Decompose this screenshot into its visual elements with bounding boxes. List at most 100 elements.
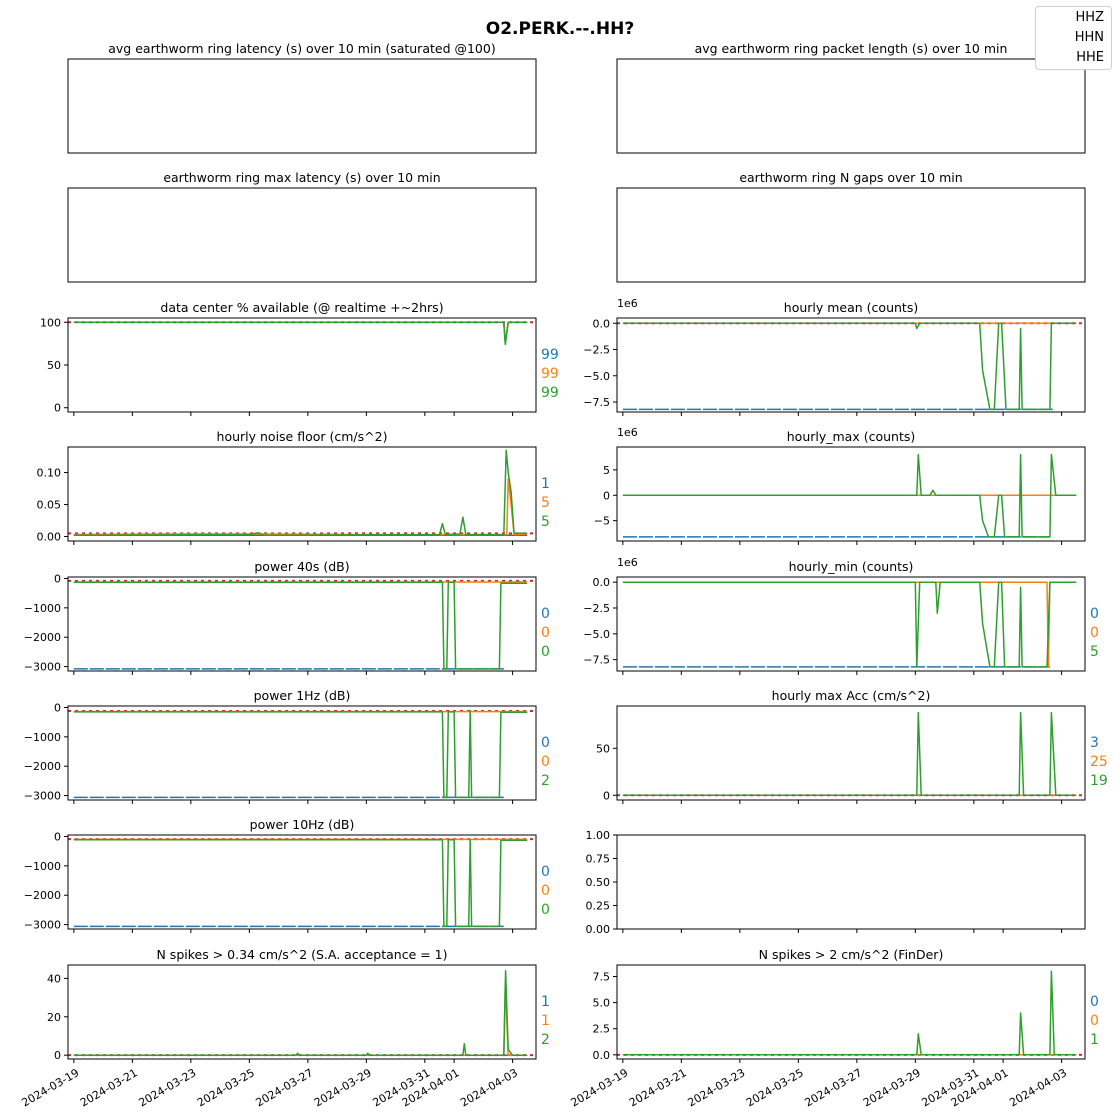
series-hhn [622, 581, 1077, 668]
y-tick-label: −2000 [24, 631, 61, 644]
y-tick-label: −1000 [24, 731, 61, 744]
series-hhe [622, 581, 1077, 668]
plot-area [622, 581, 1077, 668]
series-hhz [73, 321, 528, 345]
axes-frame [616, 834, 1086, 930]
series-hhn [73, 981, 528, 1056]
y-tick-label: 0.50 [586, 876, 611, 889]
plot-area [68, 321, 536, 346]
y-tick-label: 5.0 [593, 997, 611, 1010]
x-tick-label: 2024-03-25 [195, 1066, 257, 1109]
subplot-title: hourly_max (counts) [787, 429, 916, 444]
y-tick-label: −5 [594, 515, 610, 528]
y-tick-label: 0.0 [593, 1049, 611, 1062]
x-tick-label: 2024-03-21 [78, 1066, 140, 1109]
side-value-hhe: 2 [541, 773, 550, 789]
y-tick-label: 0.0 [593, 576, 611, 589]
legend-entry-hhn: HHN [1074, 30, 1104, 45]
subplot-title: power 1Hz (dB) [254, 688, 351, 703]
x-tick-label: 2024-04-03 [458, 1066, 520, 1109]
y-exponent: 1e6 [617, 297, 638, 310]
subplot-title: power 40s (dB) [254, 559, 349, 574]
legend-entry-hhe: HHE [1076, 50, 1104, 65]
side-value-hhn: 0 [541, 883, 550, 899]
side-value-hhz: 3 [1090, 735, 1099, 751]
y-tick-label: −1000 [24, 860, 61, 873]
side-value-hhn: 0 [541, 625, 550, 641]
subplot-title: N spikes > 2 cm/s^2 (FinDer) [759, 947, 944, 962]
series-hhe [622, 322, 1077, 411]
y-tick-label: −2000 [24, 760, 61, 773]
subplot-9 [613, 576, 1086, 675]
axes-frame [67, 576, 537, 672]
x-tick-label: 2024-03-27 [802, 1066, 864, 1109]
plot-area [68, 838, 536, 928]
y-tick-label: 0.25 [586, 900, 611, 913]
series-hhn [73, 478, 528, 536]
series-hhe [73, 581, 528, 670]
series-hhe [622, 453, 1077, 538]
axes-frame [67, 317, 537, 413]
axes-frame [67, 446, 537, 542]
x-tick-label: 2024-03-23 [136, 1066, 198, 1109]
x-tick-label: 2024-03-21 [627, 1066, 689, 1109]
side-value-hhz: 0 [541, 864, 550, 880]
y-tick-label: 0 [54, 572, 61, 585]
x-tick-label: 2024-03-27 [253, 1066, 315, 1109]
y-tick-label: 100 [40, 316, 61, 329]
side-value-hhz: 0 [1090, 606, 1099, 622]
axes-frame [616, 705, 1086, 801]
subplot-title: hourly mean (counts) [784, 300, 918, 315]
subplot-title: earthworm ring N gaps over 10 min [739, 170, 962, 185]
y-tick-label: −1000 [24, 602, 61, 615]
plot-area [68, 709, 536, 799]
axes-frame [616, 187, 1086, 283]
plot-area [68, 970, 536, 1057]
y-tick-label: 0 [54, 830, 61, 843]
series-hhe [73, 838, 528, 928]
y-tick-label: 0 [54, 1049, 61, 1062]
side-value-hhn: 5 [541, 495, 550, 511]
axes-frame [67, 58, 537, 154]
x-tick-label: 2024-03-19 [19, 1066, 81, 1109]
side-value-hhe: 1 [1090, 1032, 1099, 1048]
y-tick-label: 0 [603, 489, 610, 502]
y-tick-label: 5 [603, 464, 610, 477]
side-value-hhz: 99 [541, 347, 559, 363]
subplot-2 [67, 187, 537, 283]
side-value-hhe: 5 [541, 514, 550, 530]
side-value-hhz: 1 [541, 994, 550, 1010]
subplot-13 [613, 834, 1086, 933]
subplot-title: hourly noise floor (cm/s^2) [217, 429, 388, 444]
subplot-10 [64, 705, 537, 804]
y-tick-label: 20 [47, 1011, 61, 1024]
subplot-0 [67, 58, 537, 154]
side-value-hhn: 25 [1090, 754, 1108, 770]
subplot-title: data center % available (@ realtime +~2h… [160, 300, 443, 315]
subplot-title: hourly max Acc (cm/s^2) [772, 688, 931, 703]
side-value-hhn: 0 [541, 754, 550, 770]
plot-area [617, 711, 1085, 797]
subplot-12 [64, 834, 537, 933]
y-tick-label: −3000 [24, 790, 61, 803]
side-value-hhn: 0 [1090, 1013, 1099, 1029]
subplot-14 [64, 964, 537, 1063]
series-hhe [73, 970, 528, 1056]
y-tick-label: −7.5 [583, 654, 610, 667]
y-tick-label: 7.5 [593, 970, 611, 983]
side-value-hhz: 1 [541, 476, 550, 492]
plot-area [617, 970, 1085, 1056]
y-tick-label: 50 [596, 742, 610, 755]
axes-frame [616, 964, 1086, 1060]
side-value-hhe: 0 [541, 902, 550, 918]
y-tick-label: 0.00 [586, 923, 611, 936]
subplot-7 [613, 446, 1086, 545]
series-hhn [73, 321, 528, 344]
subplot-title: earthworm ring max latency (s) over 10 m… [163, 170, 440, 185]
y-tick-label: −2.5 [583, 602, 610, 615]
subplot-title: avg earthworm ring latency (s) over 10 m… [108, 41, 495, 56]
subplot-5 [613, 317, 1086, 416]
axes-frame [67, 834, 537, 930]
figure-title: O2.PERK.--.HH? [485, 19, 635, 39]
